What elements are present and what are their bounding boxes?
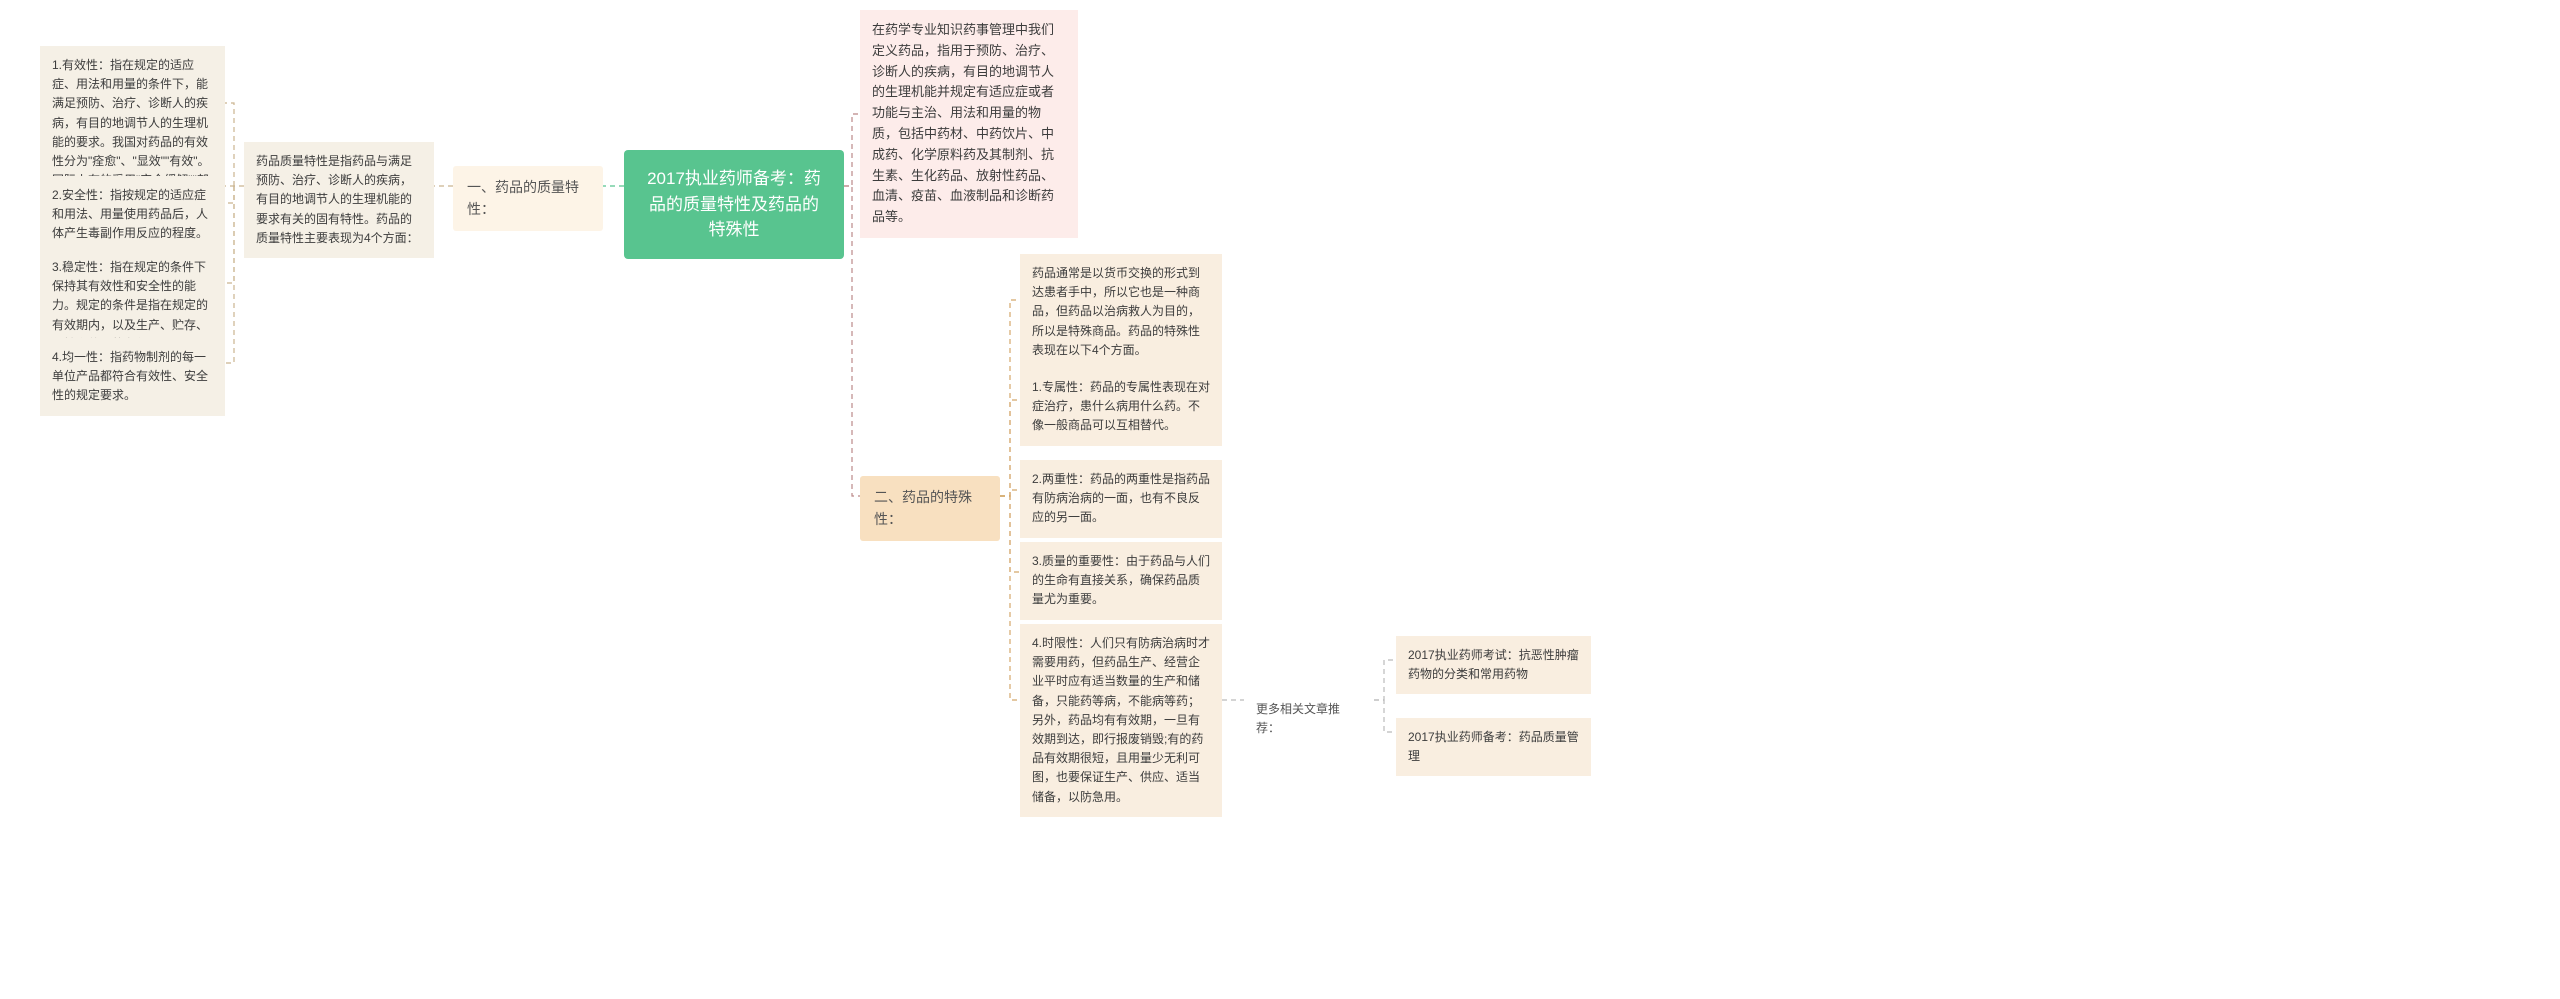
special-intro: 药品通常是以货币交换的形式到达患者手中，所以它也是一种商品，但药品以治病救人为目… — [1020, 254, 1222, 370]
related-label-text: 更多相关文章推荐： — [1256, 702, 1340, 735]
mindmap-root: 2017执业药师备考：药品的质量特性及药品的特殊性 — [624, 150, 844, 259]
quality-intro-text: 药品质量特性是指药品与满足预防、治疗、诊断人的疾病，有目的地调节人的生理机能的要… — [256, 154, 419, 245]
context-block: 在药学专业知识药事管理中我们定义药品，指用于预防、治疗、诊断人的疾病，有目的地调… — [860, 10, 1078, 238]
special-item-4: 4.时限性：人们只有防病治病时才需要用药，但药品生产、经营企业平时应有适当数量的… — [1020, 624, 1222, 817]
context-text: 在药学专业知识药事管理中我们定义药品，指用于预防、治疗、诊断人的疾病，有目的地调… — [872, 22, 1054, 224]
special-item-1-text: 1.专属性：药品的专属性表现在对症治疗，患什么病用什么药。不像一般商品可以互相替… — [1032, 380, 1210, 432]
related-link-2-text: 2017执业药师备考：药品质量管理 — [1408, 730, 1579, 763]
quality-item-4-text: 4.均一性：指药物制剂的每一单位产品都符合有效性、安全性的规定要求。 — [52, 350, 208, 402]
branch-special-label: 二、药品的特殊性： — [874, 489, 972, 527]
branch-quality-label: 一、药品的质量特性： — [467, 179, 579, 217]
root-title: 2017执业药师备考：药品的质量特性及药品的特殊性 — [647, 169, 821, 239]
special-item-1: 1.专属性：药品的专属性表现在对症治疗，患什么病用什么药。不像一般商品可以互相替… — [1020, 368, 1222, 446]
related-link-2[interactable]: 2017执业药师备考：药品质量管理 — [1396, 718, 1591, 776]
related-link-1-text: 2017执业药师考试：抗恶性肿瘤药物的分类和常用药物 — [1408, 648, 1579, 681]
special-item-4-text: 4.时限性：人们只有防病治病时才需要用药，但药品生产、经营企业平时应有适当数量的… — [1032, 636, 1210, 804]
branch-special: 二、药品的特殊性： — [860, 476, 1000, 541]
special-item-3: 3.质量的重要性：由于药品与人们的生命有直接关系，确保药品质量尤为重要。 — [1020, 542, 1222, 620]
related-link-1[interactable]: 2017执业药师考试：抗恶性肿瘤药物的分类和常用药物 — [1396, 636, 1591, 694]
quality-item-2: 2.安全性：指按规定的适应症和用法、用量使用药品后，人体产生毒副作用反应的程度。 — [40, 176, 225, 254]
quality-intro: 药品质量特性是指药品与满足预防、治疗、诊断人的疾病，有目的地调节人的生理机能的要… — [244, 142, 434, 258]
special-intro-text: 药品通常是以货币交换的形式到达患者手中，所以它也是一种商品，但药品以治病救人为目… — [1032, 266, 1200, 357]
branch-quality: 一、药品的质量特性： — [453, 166, 603, 231]
special-item-3-text: 3.质量的重要性：由于药品与人们的生命有直接关系，确保药品质量尤为重要。 — [1032, 554, 1210, 606]
quality-item-4: 4.均一性：指药物制剂的每一单位产品都符合有效性、安全性的规定要求。 — [40, 338, 225, 416]
special-item-2-text: 2.两重性：药品的两重性是指药品有防病治病的一面，也有不良反应的另一面。 — [1032, 472, 1210, 524]
quality-item-2-text: 2.安全性：指按规定的适应症和用法、用量使用药品后，人体产生毒副作用反应的程度。 — [52, 188, 208, 240]
related-label: 更多相关文章推荐： — [1244, 690, 1374, 748]
special-item-2: 2.两重性：药品的两重性是指药品有防病治病的一面，也有不良反应的另一面。 — [1020, 460, 1222, 538]
